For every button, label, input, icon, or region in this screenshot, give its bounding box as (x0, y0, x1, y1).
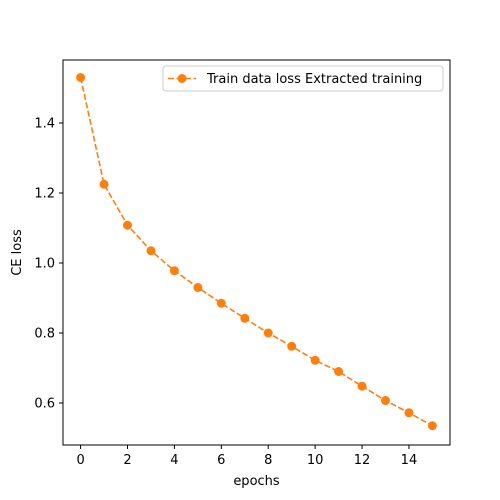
x-tick-label: 8 (264, 453, 272, 468)
y-tick-label: 1.2 (34, 187, 55, 202)
data-point (404, 408, 414, 418)
axes: 0 2 4 6 8 10 12 14 0.6 0.8 1.0 1.2 1.4 (34, 59, 451, 468)
data-point (216, 298, 226, 308)
data-point (310, 355, 320, 365)
x-tick-label: 4 (170, 453, 178, 468)
data-point (381, 396, 390, 406)
data-point (99, 179, 109, 189)
y-tick-label: 0.8 (34, 327, 55, 342)
legend: Train data loss Extracted training (162, 65, 444, 92)
x-tick-label: 6 (217, 453, 225, 468)
y-axis-label: CE loss (10, 229, 25, 276)
legend-entry-label: Train data loss Extracted training (206, 72, 422, 87)
x-axis-label: epochs (233, 474, 280, 489)
legend-box (162, 65, 444, 92)
x-tick-label: 0 (76, 453, 84, 468)
data-point (334, 367, 344, 376)
data-point (76, 73, 86, 82)
data-point (146, 246, 156, 256)
data-point (169, 266, 179, 276)
data-point (123, 220, 132, 230)
data-point (240, 313, 250, 323)
y-tick-label: 1.4 (34, 117, 55, 132)
data-point (287, 341, 297, 351)
plot-frame (62, 59, 451, 446)
data-point (263, 328, 273, 338)
x-tick-label: 10 (307, 453, 324, 468)
x-tick-label: 2 (123, 453, 131, 468)
x-tick-label: 12 (354, 453, 371, 468)
y-tick-label: 1.0 (34, 257, 55, 272)
data-point (427, 421, 437, 431)
series-line (79, 77, 433, 427)
legend-marker-swatch (177, 74, 187, 83)
data-point (357, 381, 367, 391)
plot-area (76, 73, 437, 431)
x-tick-label: 14 (401, 453, 418, 468)
y-tick-label: 0.6 (34, 397, 55, 412)
data-point (193, 283, 203, 292)
